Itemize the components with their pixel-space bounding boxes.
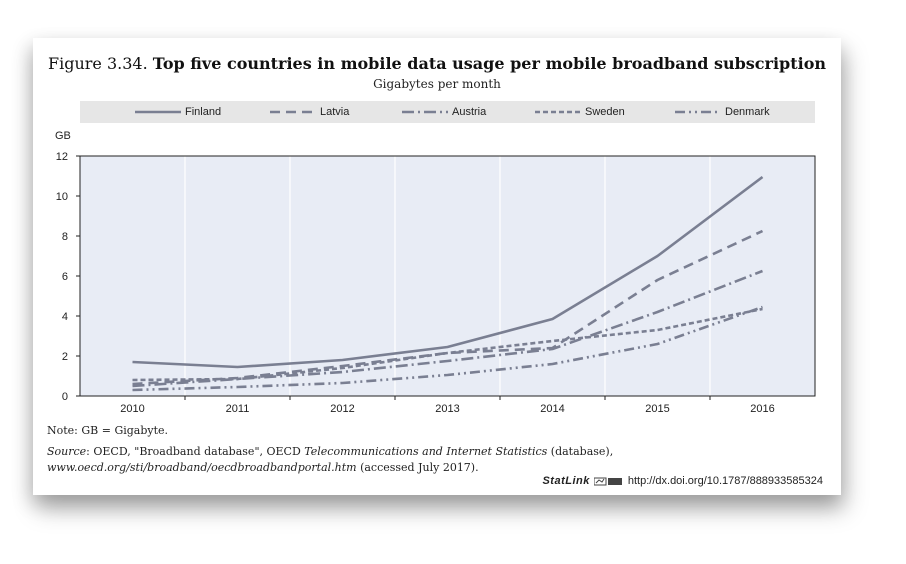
y-tick-label: 8 xyxy=(62,231,68,243)
figure-number: Figure 3.34. xyxy=(48,54,148,73)
source-tail: (accessed July 2017). xyxy=(356,461,479,474)
legend-item-latvia: Latvia xyxy=(270,101,349,123)
y-tick-label: 10 xyxy=(56,191,68,203)
source-url[interactable]: www.oecd.org/sti/broadband/oecdbroadband… xyxy=(47,461,357,474)
x-tick-label: 2011 xyxy=(226,403,250,415)
figure-note: Note: GB = Gigabyte. xyxy=(47,424,169,437)
chart-legend: Finland Latvia Austria Sweden Denmark xyxy=(80,101,815,123)
statlink-url[interactable]: http://dx.doi.org/10.1787/888933585324 xyxy=(627,475,823,487)
plot-area xyxy=(80,156,815,396)
legend-item-denmark: Denmark xyxy=(675,101,770,123)
legend-label: Sweden xyxy=(585,106,625,118)
series-line-finland xyxy=(132,175,764,369)
y-tick-label: 4 xyxy=(62,311,68,323)
figure-title-text: Top five countries in mobile data usage … xyxy=(152,54,826,73)
figure-card: Figure 3.34. Top five countries in mobil… xyxy=(33,38,841,495)
y-axis-label: GB xyxy=(55,130,71,142)
x-tick-label: 2014 xyxy=(540,403,564,415)
x-tick-label: 2016 xyxy=(750,403,774,415)
x-tick-label: 2013 xyxy=(435,403,459,415)
legend-swatch xyxy=(402,110,448,114)
source-text: : OECD, "Broadband database", OECD xyxy=(86,445,305,458)
legend-swatch xyxy=(675,110,721,114)
legend-label: Denmark xyxy=(725,106,770,118)
legend-label: Austria xyxy=(452,106,487,118)
line-chart: 0 2 4 6 8 10 12 2010 2011 2012 2013 2014 2015 2016 xyxy=(56,151,816,415)
series-line-denmark xyxy=(132,305,763,392)
legend-item-sweden: Sweden xyxy=(535,101,625,123)
statlink-label: StatLink xyxy=(542,475,590,487)
statlink-logo-icon xyxy=(593,477,622,485)
statlink[interactable]: StatLink http://dx.doi.org/10.1787/88893… xyxy=(542,475,823,487)
figure-subtitle: Gigabytes per month xyxy=(373,77,501,91)
source-italic: Telecommunications and Internet Statisti… xyxy=(304,445,548,458)
source-rest: (database), xyxy=(547,445,614,458)
figure-source: Source: OECD, "Broadband database", OECD… xyxy=(47,444,837,476)
legend-swatch xyxy=(535,110,581,114)
y-tick-label: 6 xyxy=(62,271,68,283)
legend-item-austria: Austria xyxy=(402,101,486,123)
y-tick-label: 2 xyxy=(62,351,68,363)
source-prefix: Source xyxy=(47,445,87,458)
y-tick-label: 12 xyxy=(56,151,68,163)
figure-title: Figure 3.34. Top five countries in mobil… xyxy=(33,54,841,73)
legend-label: Latvia xyxy=(320,106,350,118)
x-tick-label: 2015 xyxy=(645,403,669,415)
x-tick-label: 2012 xyxy=(330,403,354,415)
legend-item-finland: Finland xyxy=(135,101,221,123)
legend-swatch xyxy=(270,110,316,114)
x-tick-label: 2010 xyxy=(120,403,144,415)
series-line-sweden xyxy=(132,307,763,382)
legend-label: Finland xyxy=(185,106,222,118)
y-tick-label: 0 xyxy=(62,391,68,403)
legend-swatch xyxy=(135,110,181,114)
